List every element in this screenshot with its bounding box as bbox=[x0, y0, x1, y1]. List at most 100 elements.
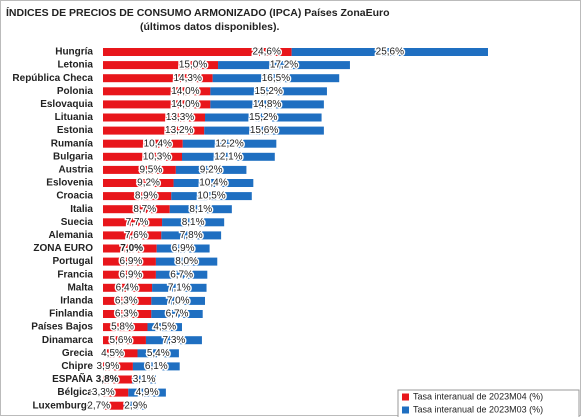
data-label: 15,0% bbox=[179, 60, 207, 71]
bar bbox=[103, 336, 146, 345]
bar bbox=[291, 48, 488, 56]
data-label: 8,9% bbox=[135, 191, 158, 202]
bar bbox=[103, 100, 211, 109]
bar bbox=[103, 113, 206, 122]
data-label: 6,7% bbox=[166, 309, 189, 320]
bar bbox=[103, 192, 172, 201]
data-label: 10,4% bbox=[199, 178, 227, 189]
bar bbox=[123, 401, 146, 410]
bar bbox=[137, 349, 179, 358]
y-tick-label: Bulgaria bbox=[53, 151, 93, 162]
bar bbox=[103, 310, 152, 318]
bar bbox=[103, 362, 133, 371]
bar bbox=[103, 179, 174, 187]
chart-subtitle: (últimos datos disponibles). bbox=[140, 21, 280, 33]
y-tick-label: ZONA EURO bbox=[33, 243, 93, 254]
y-tick-label: Croacia bbox=[56, 191, 93, 202]
bar bbox=[132, 375, 156, 384]
data-label: 8,7% bbox=[133, 204, 156, 215]
bar bbox=[103, 218, 163, 227]
y-tick-label: Italia bbox=[70, 204, 93, 215]
bar bbox=[162, 218, 225, 227]
data-label: 3,1% bbox=[133, 374, 156, 385]
y-tick-label: Malta bbox=[67, 282, 93, 293]
data-label: 6,9% bbox=[120, 256, 143, 267]
bar bbox=[103, 349, 138, 358]
data-label: 13,3% bbox=[166, 112, 194, 123]
bar bbox=[151, 310, 203, 318]
bar bbox=[103, 388, 129, 397]
bar bbox=[103, 323, 148, 332]
data-label: 3,9% bbox=[97, 361, 120, 372]
data-label: 6,7% bbox=[170, 269, 193, 280]
bar bbox=[155, 257, 218, 266]
data-label: 14,8% bbox=[253, 99, 281, 110]
bar bbox=[103, 231, 162, 240]
bar bbox=[205, 113, 322, 122]
data-label: 13,2% bbox=[165, 125, 193, 136]
y-tick-label: Dinamarca bbox=[42, 335, 94, 346]
data-label: 2,9% bbox=[124, 400, 147, 411]
y-tick-label: Polonia bbox=[57, 86, 94, 97]
y-tick-label: Luxemburgo bbox=[32, 400, 93, 411]
y-tick-label: Eslovaquia bbox=[40, 99, 93, 110]
data-label: 15,2% bbox=[254, 86, 282, 97]
data-label: 25,6% bbox=[376, 47, 404, 58]
y-tick-label: Hungría bbox=[55, 47, 93, 58]
y-tick-label: Irlanda bbox=[60, 296, 93, 307]
bar bbox=[210, 87, 327, 96]
data-label: 6,1% bbox=[145, 361, 168, 372]
data-label: 6,4% bbox=[116, 282, 139, 293]
legend-box bbox=[397, 389, 580, 417]
y-tick-label: Bélgica bbox=[57, 387, 93, 398]
bar bbox=[147, 323, 182, 332]
data-label: 16,5% bbox=[262, 73, 290, 84]
bar bbox=[103, 126, 205, 135]
bar bbox=[132, 362, 180, 371]
legend-swatch bbox=[402, 406, 409, 414]
data-label: 9,2% bbox=[200, 165, 223, 176]
data-label: 2,7% bbox=[87, 400, 110, 411]
bar bbox=[103, 205, 170, 214]
data-label: 8,1% bbox=[182, 217, 205, 228]
data-label: 10,4% bbox=[144, 138, 172, 149]
data-label: 14,0% bbox=[171, 99, 199, 110]
bar bbox=[204, 126, 324, 135]
y-tick-label: Letonia bbox=[57, 60, 93, 71]
bar bbox=[103, 296, 152, 305]
data-label: 4,5% bbox=[101, 348, 124, 359]
data-label: 7,8% bbox=[180, 230, 203, 241]
data-label: 4,5% bbox=[153, 322, 176, 333]
bar bbox=[103, 48, 292, 56]
data-label: 6,3% bbox=[115, 309, 138, 320]
y-tick-label: Lituania bbox=[55, 112, 94, 123]
data-label: 7,0% bbox=[120, 243, 143, 254]
data-label: 7,3% bbox=[163, 335, 186, 346]
data-label: 14,3% bbox=[173, 73, 201, 84]
data-label: 3,8% bbox=[96, 374, 119, 385]
bar bbox=[210, 100, 324, 109]
bar bbox=[173, 179, 254, 187]
bar bbox=[156, 244, 210, 253]
bar bbox=[212, 74, 340, 83]
bar bbox=[175, 165, 247, 174]
data-label: 6,9% bbox=[172, 243, 195, 254]
data-label: 9,5% bbox=[139, 165, 162, 176]
data-label: 15,6% bbox=[250, 125, 278, 136]
bar bbox=[218, 61, 350, 70]
bar bbox=[103, 244, 157, 253]
bar bbox=[103, 375, 133, 384]
data-label: 5,4% bbox=[147, 348, 170, 359]
data-label: 17,2% bbox=[270, 60, 298, 71]
chart-title: ÍNDICES DE PRECIOS DE CONSUMO ARMONIZADO… bbox=[6, 6, 390, 19]
y-tick-label: República Checa bbox=[12, 73, 93, 84]
data-label: 7,6% bbox=[125, 230, 148, 241]
legend-label: Tasa interanual de 2023M03 (%) bbox=[413, 404, 543, 414]
data-label: 12,2% bbox=[215, 138, 243, 149]
bar bbox=[169, 205, 232, 214]
bar bbox=[145, 336, 202, 345]
data-label: 4,9% bbox=[136, 387, 159, 398]
data-label: 12,1% bbox=[214, 151, 242, 162]
bar bbox=[103, 257, 156, 266]
